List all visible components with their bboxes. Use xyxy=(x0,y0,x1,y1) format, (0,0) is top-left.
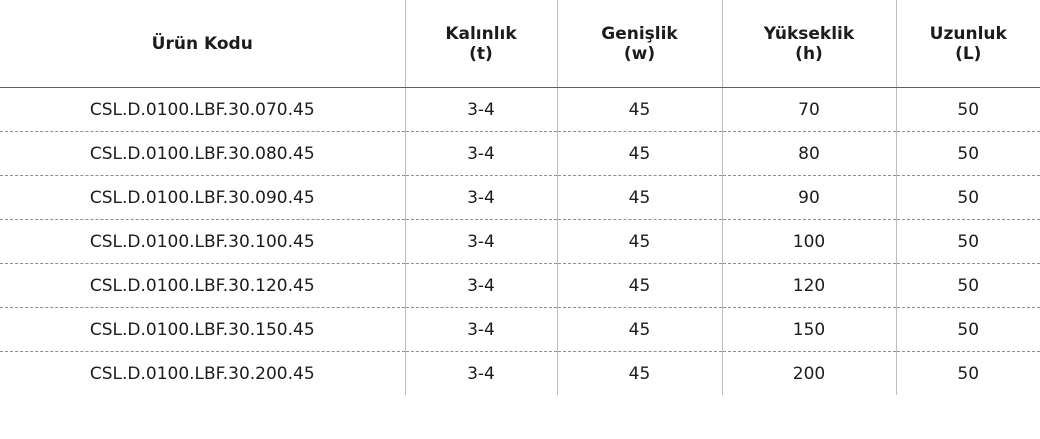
product-code-cell: CSL.D.0100.LBF.30.080.45 xyxy=(0,131,405,176)
table-row: CSL.D.0100.LBF.30.070.45 3-4 45 70 50 xyxy=(0,87,1040,132)
height-cell: 70 xyxy=(721,87,896,132)
width-cell: 45 xyxy=(556,307,722,352)
table-body: CSL.D.0100.LBF.30.070.45 3-4 45 70 50 CS… xyxy=(0,87,1040,395)
height-cell: 120 xyxy=(721,263,896,308)
table-header: Ürün Kodu Kalınlık (t) Genişlik (w) Yüks… xyxy=(0,0,1040,88)
header-label: Yükseklik xyxy=(763,23,855,44)
header-label: Ürün Kodu xyxy=(151,33,253,54)
height-cell: 80 xyxy=(721,131,896,176)
height-cell: 200 xyxy=(721,351,896,395)
width-cell: 45 xyxy=(556,175,722,220)
width-cell: 45 xyxy=(556,219,722,264)
length-cell: 50 xyxy=(895,175,1040,220)
header-label: Uzunluk xyxy=(929,23,1007,44)
header-symbol: (t) xyxy=(469,43,493,64)
header-length: Uzunluk (L) xyxy=(895,0,1040,88)
product-code-cell: CSL.D.0100.LBF.30.070.45 xyxy=(0,87,405,132)
thickness-cell: 3-4 xyxy=(404,219,557,264)
product-spec-table: Ürün Kodu Kalınlık (t) Genişlik (w) Yüks… xyxy=(0,0,1040,395)
length-cell: 50 xyxy=(895,219,1040,264)
width-cell: 45 xyxy=(556,131,722,176)
thickness-cell: 3-4 xyxy=(404,131,557,176)
length-cell: 50 xyxy=(895,307,1040,352)
width-cell: 45 xyxy=(556,87,722,132)
thickness-cell: 3-4 xyxy=(404,351,557,395)
table-row: CSL.D.0100.LBF.30.090.45 3-4 45 90 50 xyxy=(0,175,1040,220)
table-row: CSL.D.0100.LBF.30.080.45 3-4 45 80 50 xyxy=(0,131,1040,176)
width-cell: 45 xyxy=(556,263,722,308)
header-label: Kalınlık xyxy=(445,23,517,44)
product-code-cell: CSL.D.0100.LBF.30.120.45 xyxy=(0,263,405,308)
product-code-cell: CSL.D.0100.LBF.30.150.45 xyxy=(0,307,405,352)
thickness-cell: 3-4 xyxy=(404,307,557,352)
table-row: CSL.D.0100.LBF.30.120.45 3-4 45 120 50 xyxy=(0,263,1040,308)
header-symbol: (L) xyxy=(955,43,982,64)
header-product-code: Ürün Kodu xyxy=(0,0,405,88)
table-row: CSL.D.0100.LBF.30.150.45 3-4 45 150 50 xyxy=(0,307,1040,352)
header-width: Genişlik (w) xyxy=(556,0,722,88)
header-height: Yükseklik (h) xyxy=(721,0,896,88)
width-cell: 45 xyxy=(556,351,722,395)
thickness-cell: 3-4 xyxy=(404,87,557,132)
length-cell: 50 xyxy=(895,87,1040,132)
height-cell: 100 xyxy=(721,219,896,264)
thickness-cell: 3-4 xyxy=(404,175,557,220)
length-cell: 50 xyxy=(895,351,1040,395)
product-code-cell: CSL.D.0100.LBF.30.100.45 xyxy=(0,219,405,264)
height-cell: 90 xyxy=(721,175,896,220)
length-cell: 50 xyxy=(895,131,1040,176)
header-thickness: Kalınlık (t) xyxy=(404,0,557,88)
product-code-cell: CSL.D.0100.LBF.30.090.45 xyxy=(0,175,405,220)
header-symbol: (w) xyxy=(623,43,656,64)
header-label: Genişlik xyxy=(601,23,678,44)
product-code-cell: CSL.D.0100.LBF.30.200.45 xyxy=(89,363,315,384)
thickness-cell: 3-4 xyxy=(404,263,557,308)
length-cell: 50 xyxy=(895,263,1040,308)
height-cell: 150 xyxy=(721,307,896,352)
table-row: CSL.D.0100.LBF.30.200.45 3-4 45 200 50 xyxy=(0,351,1040,395)
header-row: Ürün Kodu Kalınlık (t) Genişlik (w) Yüks… xyxy=(0,0,1040,88)
header-symbol: (h) xyxy=(795,43,823,64)
table-row: CSL.D.0100.LBF.30.100.45 3-4 45 100 50 xyxy=(0,219,1040,264)
